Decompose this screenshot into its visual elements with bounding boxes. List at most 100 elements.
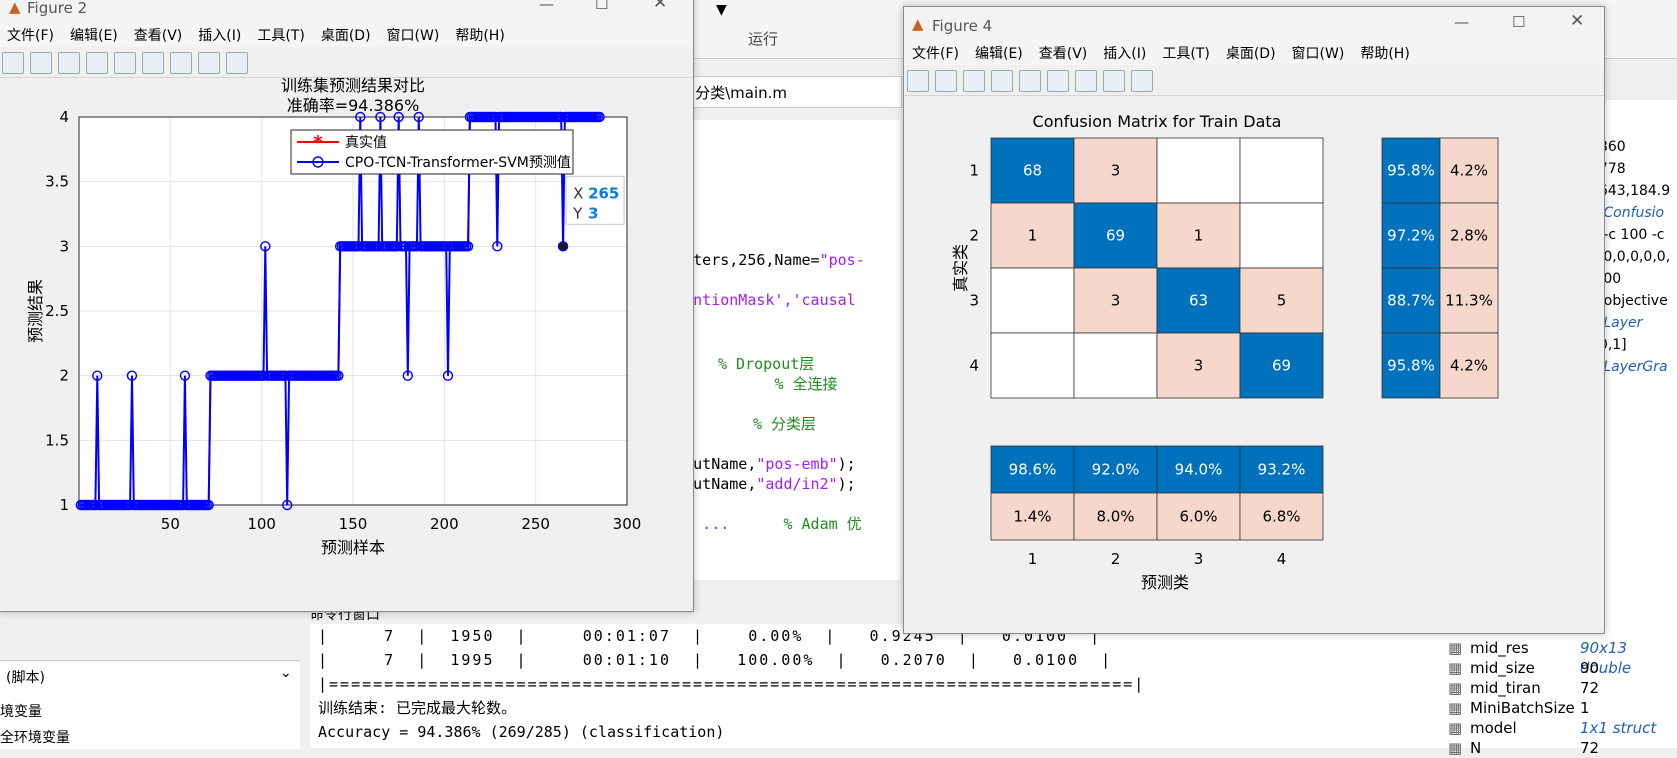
datatip-box: [565, 175, 625, 225]
colorbar-icon[interactable]: [1047, 70, 1069, 92]
code-line: % 分类层: [753, 414, 816, 434]
pointer-icon[interactable]: [198, 52, 220, 74]
row-summary-value: 97.2%: [1387, 227, 1435, 245]
menu-item[interactable]: 帮助(H): [1360, 46, 1410, 62]
figure4-window[interactable]: ▲ Figure 4 — ☐ ✕ 文件(F) 编辑(E) 查看(V) 插入(I) 工具(…: [903, 6, 1605, 634]
pointer-icon[interactable]: [1103, 70, 1125, 92]
data-point: [333, 370, 344, 381]
chart-title: 训练集预测结果对比: [281, 77, 425, 95]
property-editor-icon[interactable]: [1131, 70, 1153, 92]
workspace-var-row[interactable]: ▦ mid_size 90: [1448, 658, 1677, 678]
y-tick-label: 1: [969, 162, 979, 180]
menu-item[interactable]: 工具(T): [1162, 46, 1210, 62]
x-tick-label: 200: [430, 515, 459, 533]
y-tick-label: 2: [59, 367, 69, 385]
menu-item[interactable]: 查看(V): [1038, 46, 1088, 62]
code-token: );: [837, 455, 856, 473]
save-icon[interactable]: [963, 70, 985, 92]
y-axis-label: 真实类: [951, 244, 970, 292]
run-dropdown-icon[interactable]: ▼: [716, 2, 727, 18]
workspace-value: 1 LayerGra: [1590, 359, 1668, 375]
workspace-var-row[interactable]: ▦ mid_tiran 72: [1448, 678, 1677, 698]
y-tick-label: 4: [59, 108, 69, 126]
menu-item[interactable]: 窗口(W): [1291, 46, 1345, 62]
variable-value: 1: [1580, 699, 1590, 717]
variable-icon: ▦: [1448, 659, 1463, 677]
matlab-icon: ▲: [912, 15, 924, 33]
row-summary-cell: [1439, 267, 1499, 334]
code-line: 'AttentionMask','causal: [648, 290, 856, 310]
figure4-toolbar: [904, 65, 1604, 96]
figure2-menubar: 文件(F) 编辑(E) 查看(V) 插入(I) 工具(T) 桌面(D) 窗口(W) 帮助(H): [0, 19, 693, 47]
menu-item[interactable]: 编辑(E): [69, 28, 118, 44]
chevron-down-icon[interactable]: ⌄: [280, 665, 292, 681]
open-icon[interactable]: [935, 70, 957, 92]
link-icon[interactable]: [1019, 70, 1041, 92]
data-point: [375, 111, 386, 123]
col-summary-value: 8.0%: [1096, 508, 1134, 526]
menu-item[interactable]: 窗口(W): [386, 28, 440, 44]
y-tick-label: 3: [969, 292, 979, 310]
data-point: [393, 111, 404, 123]
maximize-icon[interactable]: ☐: [595, 0, 609, 13]
workspace-var-row[interactable]: ▦ mid_res 90x13 double: [1448, 638, 1677, 677]
run-label[interactable]: 运行: [748, 30, 779, 48]
figure4-plot[interactable]: Confusion Matrix for Train Data 68 3 1 1 69 1 2…: [904, 95, 1604, 633]
row-summary-value: 2.8%: [1450, 227, 1488, 245]
matrix-cell: [1239, 332, 1324, 399]
colorbar-icon[interactable]: [142, 52, 164, 74]
matrix-cell: [990, 202, 1075, 269]
figure2-window[interactable]: ▲ Figure 2 — ☐ ✕ 文件(F) 编辑(E) 查看(V) 插入(I) 工具(…: [0, 0, 694, 612]
legend-icon[interactable]: [1075, 70, 1097, 92]
matrix-value: 3: [1111, 292, 1121, 310]
col-summary-cell: [1239, 445, 1324, 494]
row-summary-value: 95.8%: [1387, 162, 1435, 180]
menu-item[interactable]: 帮助(H): [455, 28, 505, 44]
maximize-icon[interactable]: ☐: [1512, 13, 1526, 31]
figure2-titlebar[interactable]: ▲ Figure 2 — ☐ ✕: [0, 0, 693, 19]
close-icon[interactable]: ✕: [1570, 11, 1585, 31]
menu-item[interactable]: 编辑(E): [974, 46, 1023, 62]
menu-item[interactable]: 插入(I): [1103, 46, 1147, 62]
command-line: |=======================================…: [318, 675, 1146, 693]
minimize-icon[interactable]: —: [539, 0, 554, 13]
workspace-var-row[interactable]: ▦ MiniBatchSize 1: [1448, 698, 1677, 718]
print-icon[interactable]: [86, 52, 108, 74]
left-panel-item[interactable]: 全环境变量: [0, 730, 70, 746]
menu-item[interactable]: 查看(V): [133, 28, 183, 44]
legend-box: [290, 129, 574, 175]
menu-item[interactable]: 桌面(D): [320, 28, 371, 44]
command-line: 训练结束: 已完成最大轮数。: [318, 699, 517, 717]
minimize-icon[interactable]: —: [1454, 13, 1469, 31]
save-icon[interactable]: [58, 52, 80, 74]
property-editor-icon[interactable]: [226, 52, 248, 74]
command-window[interactable]: | 7 | 1950 | 00:01:07 | 0.00% | 0.9245 |…: [310, 624, 1590, 748]
matrix-value: 63: [1189, 292, 1208, 310]
print-icon[interactable]: [991, 70, 1013, 92]
link-icon[interactable]: [114, 52, 136, 74]
data-point: [492, 241, 503, 252]
new-figure-icon[interactable]: [2, 52, 24, 74]
menu-item[interactable]: 插入(I): [198, 28, 242, 44]
workspace-var-row[interactable]: ▦ N 72: [1448, 738, 1677, 758]
menu-item[interactable]: 桌面(D): [1225, 46, 1276, 62]
variable-name: N: [1470, 739, 1482, 757]
figure4-menubar: 文件(F) 编辑(E) 查看(V) 插入(I) 工具(T) 桌面(D) 窗口(W) 帮助(H): [904, 37, 1604, 65]
close-icon[interactable]: ✕: [653, 0, 668, 13]
x-tick-label: 300: [613, 515, 642, 533]
open-icon[interactable]: [30, 52, 52, 74]
workspace-var-row[interactable]: ▦ model 1x1 struct: [1448, 718, 1677, 738]
menu-item[interactable]: 工具(T): [257, 28, 305, 44]
figure2-plot[interactable]: 50 100 150 200 250 300 1 1.5 2 2.5 3 3.5 4 训练集预测结果对比准…: [0, 77, 693, 611]
menu-item[interactable]: 文件(F): [912, 46, 959, 62]
figure4-titlebar[interactable]: ▲ Figure 4 — ☐ ✕: [904, 7, 1604, 37]
variable-value: 72: [1580, 739, 1600, 757]
col-summary-cell: [1239, 492, 1324, 541]
new-figure-icon[interactable]: [907, 70, 929, 92]
legend-icon[interactable]: [170, 52, 192, 74]
col-summary-cell: [1156, 492, 1241, 541]
data-point: [594, 111, 605, 123]
col-summary-cell: [990, 492, 1075, 541]
left-panel-item[interactable]: 境变量: [0, 704, 42, 720]
menu-item[interactable]: 文件(F): [7, 28, 54, 44]
